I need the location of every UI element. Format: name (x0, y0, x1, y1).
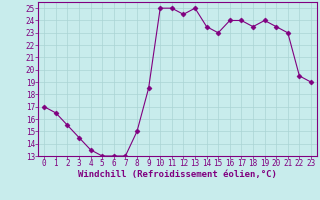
X-axis label: Windchill (Refroidissement éolien,°C): Windchill (Refroidissement éolien,°C) (78, 170, 277, 179)
